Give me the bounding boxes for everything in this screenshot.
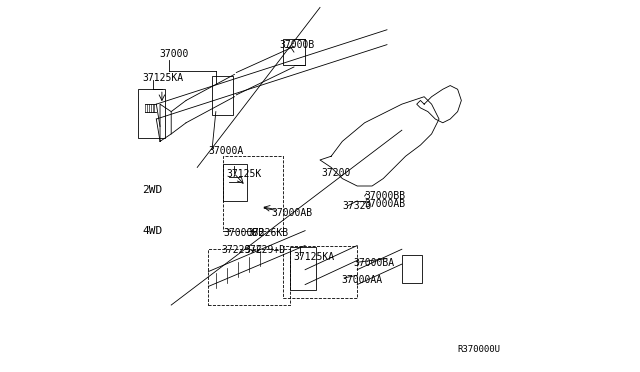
Text: 37000AA: 37000AA bbox=[342, 275, 383, 285]
Text: 37000A: 37000A bbox=[209, 146, 244, 155]
Text: 37000BA: 37000BA bbox=[353, 258, 395, 268]
Text: 2WD: 2WD bbox=[142, 185, 163, 195]
Text: 37125KA: 37125KA bbox=[293, 253, 334, 262]
Text: 4WD: 4WD bbox=[142, 226, 163, 235]
Bar bbox=[223, 164, 248, 201]
Text: 37000AB: 37000AB bbox=[364, 199, 405, 209]
Text: 37229+C: 37229+C bbox=[222, 245, 263, 255]
Text: 37125KA: 37125KA bbox=[142, 73, 183, 83]
Text: 37320: 37320 bbox=[342, 201, 372, 211]
Bar bbox=[138, 89, 164, 138]
Bar bbox=[209, 249, 291, 305]
Text: R370000U: R370000U bbox=[458, 345, 500, 354]
Text: 37000B: 37000B bbox=[279, 40, 314, 49]
Text: 37200: 37200 bbox=[321, 168, 351, 178]
Bar bbox=[223, 156, 283, 231]
Bar bbox=[402, 255, 422, 283]
Text: 37229+D: 37229+D bbox=[245, 245, 286, 255]
Text: 37000AB: 37000AB bbox=[271, 208, 312, 218]
Bar bbox=[283, 39, 305, 65]
Text: 37226KB: 37226KB bbox=[248, 228, 289, 237]
Bar bbox=[212, 76, 232, 115]
Bar bbox=[291, 247, 316, 290]
Text: 37000: 37000 bbox=[159, 49, 189, 59]
Bar bbox=[283, 246, 357, 298]
Text: 37000BB: 37000BB bbox=[223, 228, 264, 237]
Text: 37000BB: 37000BB bbox=[364, 192, 405, 201]
Text: 37125K: 37125K bbox=[227, 169, 262, 179]
